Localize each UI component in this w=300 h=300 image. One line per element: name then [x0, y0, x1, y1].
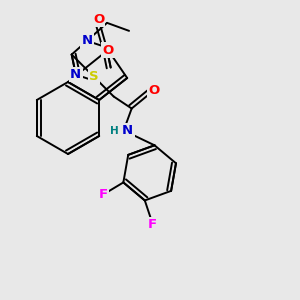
- Text: F: F: [99, 188, 108, 201]
- Text: O: O: [102, 44, 114, 56]
- Text: S: S: [89, 70, 98, 83]
- Text: F: F: [148, 218, 158, 231]
- Text: H: H: [110, 125, 119, 136]
- Text: O: O: [93, 13, 104, 26]
- Text: O: O: [148, 84, 159, 97]
- Text: N: N: [82, 34, 93, 47]
- Text: N: N: [70, 68, 81, 81]
- Text: N: N: [122, 124, 133, 137]
